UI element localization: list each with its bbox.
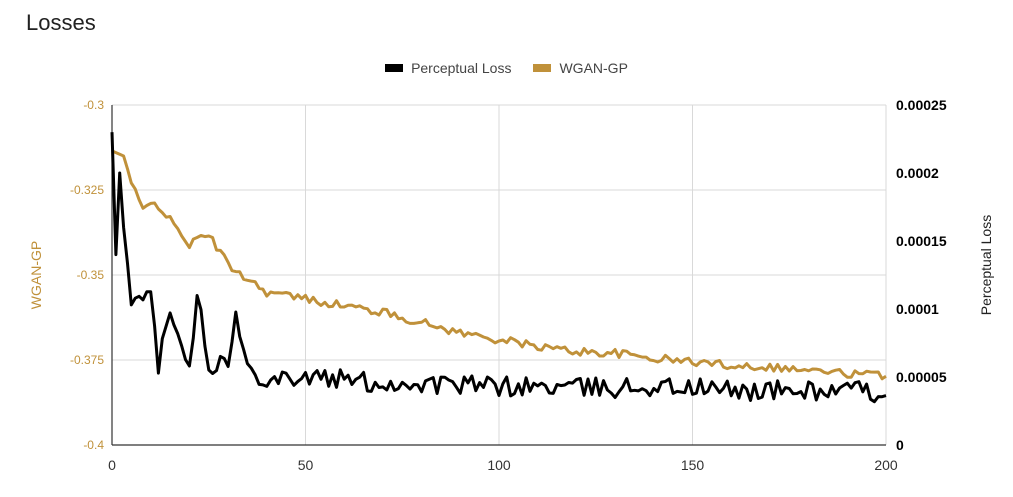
y-left-tick-label: -0.375 [70,353,104,367]
legend-item-perceptual-loss[interactable]: Perceptual Loss [385,60,511,76]
x-tick-label: 150 [681,457,705,473]
series-line-perceptual-loss [110,132,887,404]
y-right-tick-label: 0.0002 [896,165,939,181]
legend-label-perceptual-loss: Perceptual Loss [411,60,512,76]
y-left-tick-label: -0.4 [83,438,104,452]
chart-title: Losses [26,10,96,35]
y-right-tick-label: 0.00015 [896,233,947,249]
y-right-tick-label: 0.00005 [896,369,947,385]
legend-swatch-wgan-gp [533,64,552,72]
y-right-tick-label: 0.00025 [896,97,947,113]
y-left-tick-label: -0.3 [83,98,104,112]
x-tick-label: 100 [487,457,511,473]
legend-swatch-perceptual-loss [385,64,404,72]
legend-label-wgan-gp: WGAN-GP [559,60,628,76]
y-left-axis-title: WGAN-GP [28,241,44,309]
y-left-tick-label: -0.325 [70,183,104,197]
x-tick-label: 50 [298,457,314,473]
x-tick-label: 200 [874,457,898,473]
y-right-tick-label: 0 [896,437,904,453]
series-line-wgan-gp [111,149,887,381]
y-right-tick-label: 0.0001 [896,301,939,317]
y-right-axis-title: Perceptual Loss [978,215,994,315]
x-tick-label: 0 [108,457,116,473]
legend: Perceptual Loss WGAN-GP [0,60,1013,76]
y-left-tick-label: -0.35 [77,268,105,282]
legend-item-wgan-gp[interactable]: WGAN-GP [533,60,628,76]
